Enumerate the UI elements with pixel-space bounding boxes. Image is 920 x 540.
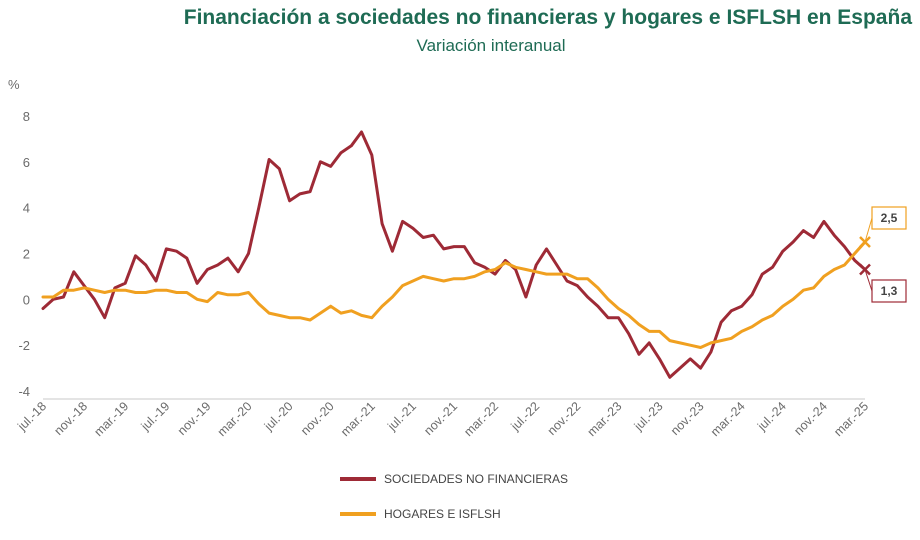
callout-sociedades-label: 1,3 <box>881 284 898 298</box>
y-tick-label: 8 <box>23 109 30 124</box>
legend: SOCIEDADES NO FINANCIERAS HOGARES E ISFL… <box>340 470 568 540</box>
callout-sociedades-leader <box>864 269 873 292</box>
series-line-hogares <box>41 240 867 349</box>
x-tick-label: mar.-20 <box>215 399 255 439</box>
y-tick-label: 6 <box>23 155 30 170</box>
y-tick-label: 4 <box>23 201 30 216</box>
y-tick-label: 0 <box>23 292 30 307</box>
end-marker <box>859 236 871 248</box>
y-tick-label: -2 <box>18 338 30 353</box>
legend-item-sociedades: SOCIEDADES NO FINANCIERAS <box>340 470 568 488</box>
x-tick-label: jul.-24 <box>754 399 789 434</box>
x-tick-label: jul.-19 <box>138 399 173 434</box>
x-tick-label: jul.-21 <box>384 399 419 434</box>
legend-swatch-sociedades <box>340 477 376 481</box>
x-tick-label: jul.-20 <box>261 399 296 434</box>
x-tick-label: nov.-21 <box>421 399 460 438</box>
x-tick-label: nov.-22 <box>545 399 584 438</box>
callout-sociedades-box <box>871 279 907 303</box>
x-tick-label: jul.-23 <box>631 399 666 434</box>
y-tick-label: 2 <box>23 247 30 262</box>
series-line-sociedades <box>41 130 867 379</box>
x-tick-label: nov.-20 <box>298 399 337 438</box>
legend-label-sociedades: SOCIEDADES NO FINANCIERAS <box>384 472 569 486</box>
callout-hogares-label: 2,5 <box>881 211 898 225</box>
x-tick-label: nov.-19 <box>175 399 214 438</box>
chart-subtitle: Variación interanual <box>416 36 566 55</box>
y-unit-label: % <box>8 77 20 92</box>
x-tick-label: nov.-24 <box>791 399 830 438</box>
chart-title: Financiación a sociedades no financieras… <box>183 6 912 29</box>
x-tick-label: mar.-19 <box>91 399 131 439</box>
legend-label-hogares: HOGARES E ISFLSH <box>384 507 501 521</box>
x-tick-label: mar.-24 <box>708 399 748 439</box>
x-tick-label: mar.-21 <box>338 399 378 439</box>
x-tick-label: jul.-22 <box>508 399 543 434</box>
x-tick-label: mar.-23 <box>585 399 625 439</box>
x-tick-label: nov.-18 <box>51 399 90 438</box>
x-tick-label: jul.-18 <box>14 399 49 434</box>
legend-item-hogares: HOGARES E ISFLSH <box>340 505 568 523</box>
x-tick-label: mar.-25 <box>831 399 871 439</box>
callout-hogares-box <box>871 206 907 230</box>
callout-hogares-leader <box>864 217 873 243</box>
x-tick-label: mar.-22 <box>461 399 501 439</box>
y-tick-label: -4 <box>18 384 30 399</box>
x-tick-label: nov.-23 <box>668 399 707 438</box>
legend-swatch-hogares <box>340 512 376 516</box>
